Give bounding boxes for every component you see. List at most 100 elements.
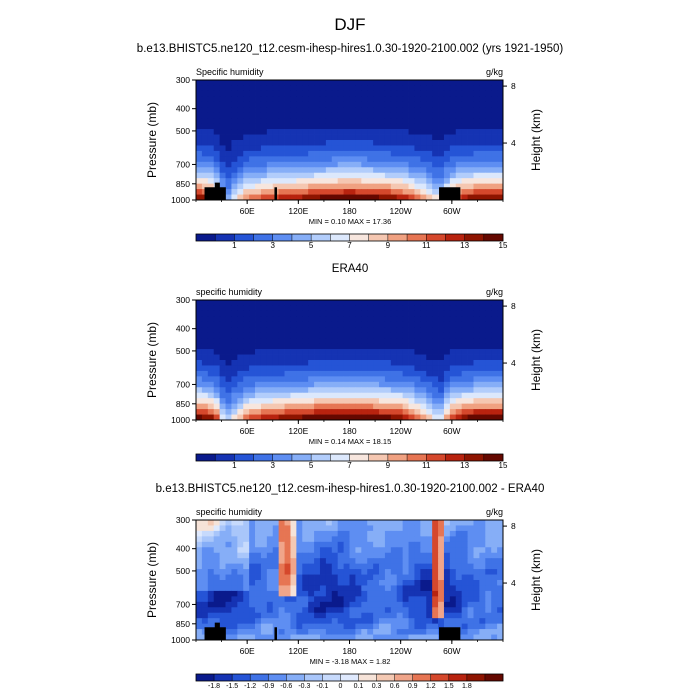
heatmap-cell [337,618,344,625]
y-tick-label: 1000 [171,415,190,425]
heatmap-cell [455,101,463,108]
heatmap-cell [243,607,250,614]
heatmap-cell [319,623,327,630]
heatmap-cell [485,305,492,312]
heatmap-cell [455,338,463,345]
heatmap-cell [319,634,327,641]
heatmap-cell [467,580,474,586]
heatmap-cell [308,392,315,399]
heatmap-cell [319,370,327,377]
heatmap-cell [367,376,374,383]
heatmap-cell [266,601,274,608]
heatmap-cell [473,536,480,543]
heatmap-cell [207,618,215,625]
heatmap-cell [207,90,215,97]
heatmap-cell [308,623,315,630]
heatmap-cell [225,569,232,575]
heatmap-cell [479,90,486,97]
heatmap-cell [455,580,463,586]
heatmap-cell [219,349,226,355]
heatmap-cell [302,172,309,179]
heatmap-cell [467,354,474,361]
heatmap-cell [443,398,451,405]
heatmap-cell [420,321,427,328]
heatmap-cell [260,172,268,179]
heatmap-cell [438,310,445,317]
colorbar: 1 3 5 7 9 11 13 15 [195,453,508,470]
colorbar-swatch [464,234,485,241]
heatmap-cell [237,145,244,152]
heatmap-cell [491,634,498,641]
heatmap-cell [278,145,285,152]
heatmap-cell [384,167,392,174]
heatmap-cell [461,398,468,405]
heatmap-cell [467,178,474,185]
heatmap-cell [473,612,480,619]
heatmap-cell [243,338,250,345]
heatmap-cell [426,370,433,377]
heatmap-cell [497,612,504,619]
heatmap-cell [402,123,409,130]
heatmap-cell [225,398,232,405]
heatmap-cell [379,525,386,532]
heatmap-cell [379,387,386,394]
heatmap-cell [396,150,404,157]
heatmap-cell [196,90,203,97]
heatmap-cell [390,520,398,526]
colorbar-label: 0.6 [390,683,400,690]
heatmap-cell [485,387,492,394]
heatmap-cell [408,123,415,130]
heatmap-cell [491,574,498,581]
heatmap-cell [296,183,303,190]
heatmap-cell [296,612,303,619]
heatmap-cell [408,189,415,195]
heatmap-cell [485,574,492,581]
heatmap-cell [443,172,451,179]
heatmap-cell [237,129,244,135]
heatmap-cell [196,300,203,306]
heatmap-cell [255,338,262,345]
heatmap-cell [201,80,209,86]
heatmap-cell [260,530,268,537]
heatmap-cell [249,574,256,581]
heatmap-cell [461,112,468,119]
heatmap-cell [361,189,368,195]
heatmap-cell [284,107,291,114]
heatmap-cell [379,129,386,135]
heatmap-cell [296,129,303,135]
heatmap-cell [443,618,451,625]
heatmap-cell [355,349,362,355]
heatmap-cell [479,134,486,141]
heatmap-cell [491,547,498,554]
heatmap-cell [443,541,451,548]
heatmap-cell [373,305,380,312]
heatmap-cell [237,552,244,559]
heatmap-cell [384,585,392,592]
heatmap-cell [408,85,415,92]
heatmap-cell [408,392,415,399]
heatmap-cell [414,354,421,361]
heatmap-cell [337,118,344,125]
heatmap-cell [243,194,250,201]
heatmap-cell [337,343,344,350]
heatmap-cell [219,360,226,366]
heatmap-cell [414,536,421,543]
heatmap-cell [461,172,468,179]
heatmap-cell [414,629,421,635]
heatmap-cell [284,343,291,350]
heatmap-cell [420,300,427,306]
heatmap-cell [331,96,339,103]
heatmap-cell [308,316,315,323]
heatmap-cell [497,607,504,614]
heatmap-cell [260,327,268,334]
heatmap-cell [384,623,392,630]
heatmap-cell [473,140,480,146]
heatmap-cell [443,316,451,323]
heatmap-cell [491,618,498,625]
heatmap-cell [249,321,256,328]
heatmap-cell [390,194,398,201]
colorbar-label: 5 [309,461,314,470]
heatmap-cell [390,629,398,635]
heatmap-cell [331,601,339,608]
heatmap-cell [343,623,350,630]
